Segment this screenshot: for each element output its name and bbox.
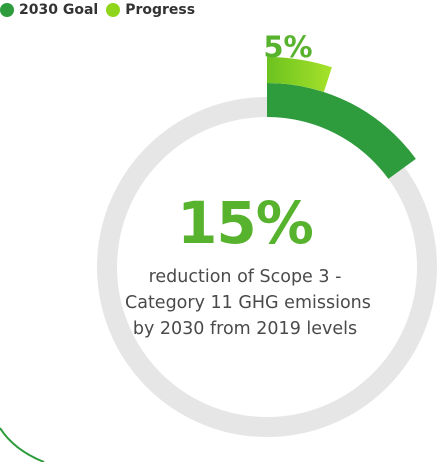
goal-description: reduction of Scope 3 - Category 11 GHG e… (125, 264, 371, 342)
description-line-1: reduction of Scope 3 - (148, 267, 342, 287)
legend-item-goal: 2030 Goal (0, 2, 98, 18)
center-summary: 15% reduction of Scope 3 - Category 11 G… (125, 189, 371, 342)
description-line-3: by 2030 from 2019 levels (132, 319, 358, 339)
progress-data-label: 5% (263, 30, 312, 64)
legend-item-progress: Progress (106, 2, 195, 18)
decorative-ring-edge (0, 427, 45, 462)
goal-arc (267, 83, 416, 179)
legend-swatch-goal (0, 3, 14, 17)
progress-arc (267, 57, 332, 93)
chart-legend: 2030 Goal Progress (0, 0, 197, 20)
legend-swatch-progress (106, 3, 121, 17)
legend-label-progress: Progress (125, 2, 196, 18)
legend-label-goal: 2030 Goal (19, 2, 99, 18)
description-line-2: Category 11 GHG emissions (125, 293, 371, 313)
goal-value: 15% (177, 189, 314, 257)
